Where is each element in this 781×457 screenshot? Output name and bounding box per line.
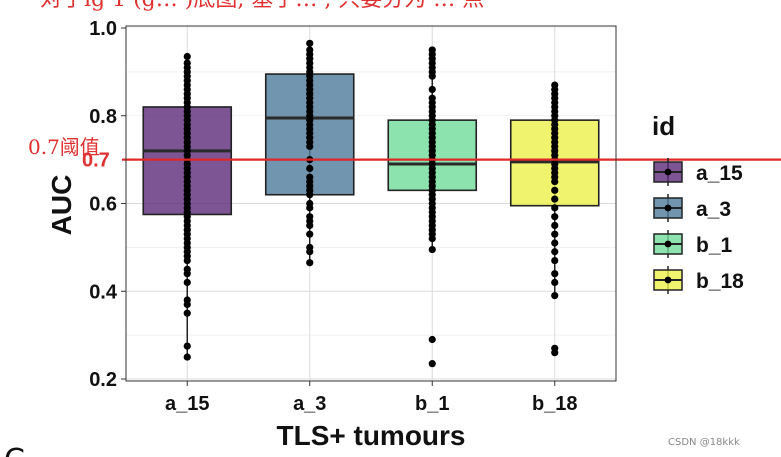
point-a_3: [306, 164, 314, 172]
point-a_15: [183, 52, 191, 61]
legend-item-a_15: a_15: [653, 158, 743, 186]
x-tick-label: b_18: [532, 393, 578, 415]
y-tick-label: 0.4: [89, 281, 118, 303]
x-tick-label: b_1: [415, 393, 449, 415]
legend-item-b_18: b_18: [653, 266, 744, 294]
point-series: [183, 39, 559, 368]
y-tick-label: 0.6: [89, 194, 117, 216]
watermark: CSDN @18kkk: [668, 437, 740, 448]
legend-item-b_1: b_1: [653, 230, 733, 258]
reference-line-label: 0.7阈值: [28, 135, 100, 159]
legend-label: a_15: [696, 162, 743, 185]
legend-point: [664, 276, 672, 284]
point-a_15: [183, 342, 191, 350]
point-b_18: [551, 186, 559, 194]
point-a_15: [183, 256, 191, 265]
legend: id a_15 a_3 b_1 b_18: [652, 111, 744, 294]
legend-point: [664, 240, 672, 248]
point-a_15: [183, 278, 191, 287]
point-b_18: [551, 195, 559, 203]
plot-panel: [122, 25, 781, 382]
panel-label: C: [4, 443, 25, 457]
y-tick-label: 0.8: [89, 106, 117, 128]
x-axis-title: TLS+ tumours: [276, 420, 465, 451]
point-a_15: [183, 309, 191, 317]
point-a_3: [306, 142, 314, 151]
point-b_18: [551, 248, 559, 256]
point-b_18: [551, 292, 559, 300]
point-a_3: [306, 39, 314, 47]
point-b_18: [551, 239, 559, 247]
y-tick-label: 0.2: [89, 369, 117, 391]
legend-item-a_3: a_3: [653, 194, 731, 222]
point-a_15: [183, 270, 191, 278]
point-a_15: [183, 353, 191, 361]
top-clipped-annotation: 对于ig 1 (g… )底图, 基于… , 只要分为 … 点: [40, 0, 484, 12]
point-a_3: [306, 259, 314, 267]
x-tick-label: a_3: [293, 393, 326, 415]
legend-point: [664, 168, 672, 176]
y-axis: 0.2 0.4 0.6 0.8 1.0: [89, 18, 126, 391]
point-b_1: [428, 360, 436, 368]
point-a_3: [306, 221, 314, 230]
point-b_1: [428, 85, 436, 94]
legend-title: id: [652, 111, 675, 141]
point-a_3: [306, 191, 314, 199]
point-a_3: [306, 248, 314, 256]
point-a_3: [306, 204, 314, 212]
point-a_15: [183, 300, 191, 309]
point-b_18: [551, 230, 559, 238]
point-b_18: [551, 256, 559, 265]
point-b_1: [428, 235, 436, 243]
point-b_18: [551, 270, 559, 278]
x-axis: a_15 a_3 b_1 b_18: [165, 381, 578, 415]
point-b_1: [428, 245, 436, 254]
point-b_1: [428, 335, 436, 344]
point-a_3: [306, 230, 314, 238]
legend-label: b_18: [696, 270, 744, 293]
point-b_18: [551, 213, 559, 221]
reference-tick-label: 0.7: [82, 150, 110, 172]
legend-label: b_1: [696, 234, 733, 257]
x-tick-label: a_15: [165, 393, 210, 415]
point-b_18: [551, 349, 559, 357]
legend-label: a_3: [696, 198, 731, 221]
point-b_18: [551, 221, 559, 230]
y-tick-label: 1.0: [89, 18, 117, 40]
point-b_1: [428, 72, 436, 80]
point-b_18: [551, 204, 559, 212]
y-axis-title: AUC: [46, 175, 77, 236]
point-b_18: [551, 278, 559, 287]
point-b_18: [551, 177, 559, 186]
legend-point: [664, 204, 672, 212]
